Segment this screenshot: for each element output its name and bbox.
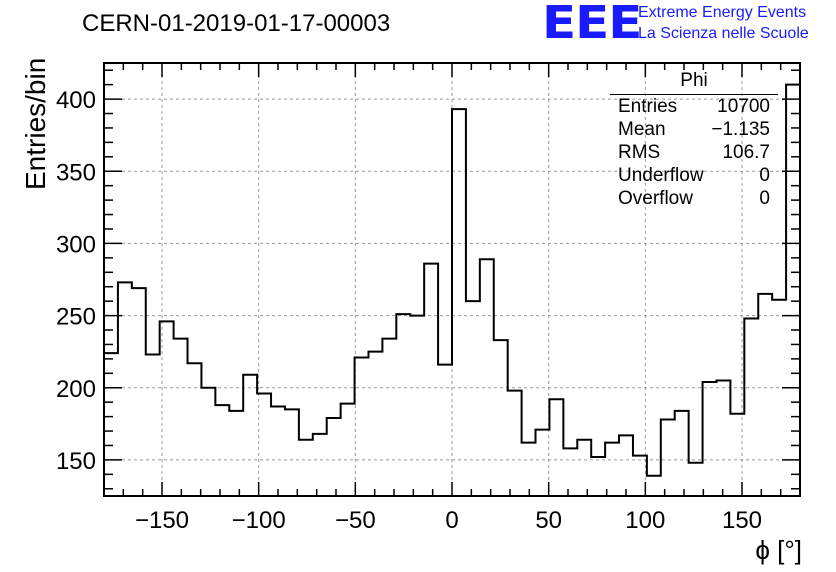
logo-line-1: Extreme Energy Events: [638, 4, 807, 21]
histogram-step-line: [104, 83, 800, 477]
stats-value: −1.135: [711, 119, 770, 140]
run-title: CERN-01-2019-01-17-00003: [82, 10, 391, 37]
y-tick-label: 250: [56, 304, 96, 331]
stats-label: Entries: [618, 96, 678, 117]
y-tick-label: 400: [56, 87, 96, 114]
logo-line-2: La Scienza nelle Scuole: [638, 25, 809, 42]
stats-box: Phi Entries 10700 Mean −1.135 RMS 106.7 Und…: [610, 70, 778, 210]
x-tick-label: 100: [625, 507, 665, 534]
stats-row: Entries 10700: [610, 95, 778, 118]
stats-label: RMS: [618, 142, 661, 163]
x-tick-label: 0: [445, 507, 458, 534]
x-tick-label: −50: [335, 507, 376, 534]
x-axis-ticks: −150 −100 −50 0 50 100 150: [103, 63, 801, 534]
x-axis-label: ϕ [°]: [755, 535, 802, 565]
stats-label: Underflow: [618, 165, 704, 186]
x-tick-label: 150: [722, 507, 762, 534]
stats-label: Overflow: [618, 188, 693, 209]
x-tick-label: 50: [535, 507, 562, 534]
stats-row: Overflow 0: [610, 187, 778, 210]
y-tick-label: 200: [56, 376, 96, 403]
stats-value: 0: [759, 165, 770, 186]
x-tick-label: −100: [232, 507, 286, 534]
stats-value: 10700: [717, 96, 770, 117]
stats-row: RMS 106.7: [610, 141, 778, 164]
eee-logo: EEE: [542, 0, 642, 49]
stats-label: Mean: [618, 119, 666, 140]
stats-row: Underflow 0: [610, 164, 778, 187]
y-tick-label: 350: [56, 159, 96, 186]
x-tick-label: −150: [135, 507, 189, 534]
stats-box-title: Phi: [610, 70, 778, 95]
y-tick-label: 150: [56, 448, 96, 475]
y-axis-label: Entries/bin: [20, 57, 51, 190]
stats-row: Mean −1.135: [610, 118, 778, 141]
stats-value: 0: [759, 188, 770, 209]
y-axis-ticks: 150 200 250 300 350 400: [56, 69, 800, 490]
stats-value: 106.7: [722, 142, 770, 163]
y-tick-label: 300: [56, 231, 96, 258]
